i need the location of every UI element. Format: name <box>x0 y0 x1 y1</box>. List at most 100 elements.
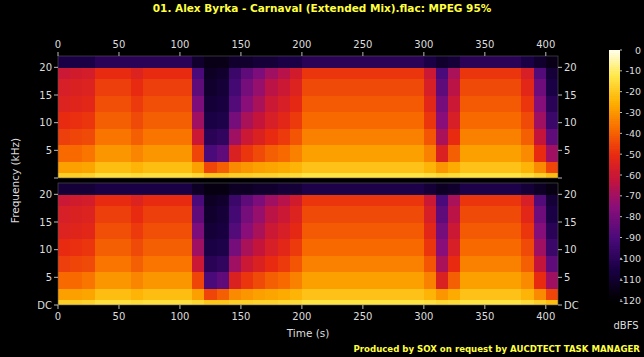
spectrogram-cell <box>509 128 522 145</box>
spectrogram-cell <box>338 272 351 289</box>
spectrogram-cell <box>265 272 278 289</box>
colorbar-tick <box>620 154 622 155</box>
spectrogram-cell <box>521 205 534 222</box>
spectrogram-cell <box>70 239 83 256</box>
x-tick-label: 200 <box>292 39 311 50</box>
spectrogram-cell <box>302 194 315 206</box>
spectrogram-cell <box>95 255 108 272</box>
spectrogram-cell <box>156 128 169 145</box>
spectrogram-cell <box>436 194 449 206</box>
spectrogram-cell <box>217 112 230 129</box>
spectrogram-cell <box>217 288 230 300</box>
spectrogram-cell <box>192 145 205 162</box>
spectrogram-cell <box>521 95 534 112</box>
spectrogram-cell <box>436 299 449 305</box>
spectrogram-cell <box>351 112 364 129</box>
spectrogram-cell <box>509 95 522 112</box>
spectrogram-cell <box>363 299 376 305</box>
spectrogram-cell <box>229 172 242 178</box>
spectrogram-cell <box>497 128 510 145</box>
y-tick <box>558 249 562 250</box>
spectrogram-cell <box>412 128 425 145</box>
spectrogram-cell <box>143 67 156 79</box>
spectrogram-cell <box>534 112 547 129</box>
spectrogram-cell <box>204 272 217 289</box>
spectrogram-cell <box>70 145 83 162</box>
spectrogram-cell <box>192 67 205 79</box>
spectrogram-cell <box>70 272 83 289</box>
spectrogram-cell <box>265 112 278 129</box>
spectrogram-cell <box>473 78 486 95</box>
spectrogram-cell <box>534 194 547 206</box>
spectrogram-cell <box>509 272 522 289</box>
spectrogram-cell <box>241 67 254 79</box>
spectrogram-cell <box>192 239 205 256</box>
spectrogram-cell <box>485 172 498 178</box>
spectrogram-cell <box>387 222 400 239</box>
y-tick-label: 5 <box>46 272 52 283</box>
spectrogram-cell <box>448 67 461 79</box>
spectrogram-cell <box>326 56 339 68</box>
spectrogram-cell <box>156 161 169 173</box>
spectrogram-cell <box>497 183 510 195</box>
y-tick-label: 20 <box>564 62 577 73</box>
spectrogram-cell <box>546 161 558 173</box>
spectrogram-cell <box>485 67 498 79</box>
spectrogram-cell <box>168 161 181 173</box>
spectrogram-cell <box>143 299 156 305</box>
spectrogram-cell <box>351 128 364 145</box>
y-tick-label: 15 <box>564 90 577 101</box>
spectrogram-cell <box>375 112 388 129</box>
x-tick <box>423 305 424 309</box>
spectrogram-cell <box>314 272 327 289</box>
spectrogram-cell <box>375 78 388 95</box>
spectrogram-cell <box>375 95 388 112</box>
spectrogram-cell <box>399 239 412 256</box>
spectrogram-cell <box>265 145 278 162</box>
x-tick <box>484 305 485 309</box>
spectrogram-cell <box>82 272 95 289</box>
spectrogram-cell <box>412 255 425 272</box>
spectrogram-cell <box>58 194 71 206</box>
spectrogram-cell <box>156 272 169 289</box>
spectrogram-cell <box>399 183 412 195</box>
spectrogram-cell <box>58 299 71 305</box>
spectrogram-cell <box>314 205 327 222</box>
spectrogram-cell <box>534 205 547 222</box>
spectrogram-cell <box>375 194 388 206</box>
colorbar <box>609 50 620 301</box>
spectrogram-cell <box>546 145 558 162</box>
spectrogram-cell <box>131 78 144 95</box>
spectrogram-cell <box>424 78 437 95</box>
plot-frame <box>58 56 558 178</box>
spectrogram-cell <box>265 78 278 95</box>
spectrogram-cell <box>253 288 266 300</box>
spectrogram-cell <box>180 299 193 305</box>
spectrogram-cell <box>399 288 412 300</box>
spectrogram-cell <box>326 67 339 79</box>
spectrogram-cell <box>302 222 315 239</box>
spectrogram-cell <box>107 239 120 256</box>
spectrogram-cell <box>338 161 351 173</box>
x-tick <box>423 52 424 56</box>
spectrogram-cell <box>460 255 473 272</box>
spectrogram-cell <box>521 78 534 95</box>
spectrogram-cell <box>107 128 120 145</box>
spectrogram-cell <box>265 299 278 305</box>
spectrogram-cell <box>143 183 156 195</box>
spectrogram-cell <box>217 67 230 79</box>
spectrogram-cell <box>302 272 315 289</box>
y-tick-label: 10 <box>564 244 577 255</box>
spectrogram-cell <box>460 145 473 162</box>
spectrogram-cell <box>485 194 498 206</box>
spectrogram-cell <box>399 145 412 162</box>
x-tick-label: 250 <box>353 39 372 50</box>
spectrogram-cell <box>278 95 291 112</box>
spectrogram-cell <box>131 255 144 272</box>
y-tick <box>54 122 58 123</box>
spectrogram-cell <box>338 112 351 129</box>
spectrogram-cell <box>131 288 144 300</box>
colorbar-tick <box>620 237 622 238</box>
spectrogram-cell <box>156 67 169 79</box>
spectrogram-cell <box>448 78 461 95</box>
